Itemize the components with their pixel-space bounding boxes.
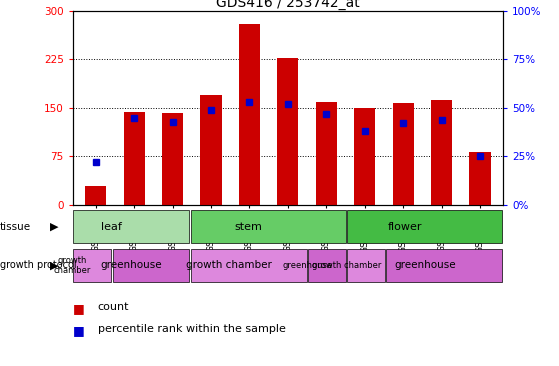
Bar	[191, 210, 346, 243]
Bar	[124, 112, 145, 205]
Bar	[386, 249, 503, 282]
Text: growth chamber: growth chamber	[312, 261, 381, 270]
Text: ▶: ▶	[50, 260, 59, 270]
Text: greenhouse: greenhouse	[282, 261, 333, 270]
Text: flower: flower	[388, 222, 423, 232]
Text: greenhouse: greenhouse	[101, 260, 162, 270]
Text: greenhouse: greenhouse	[394, 260, 456, 270]
Bar	[73, 210, 190, 243]
Bar	[191, 249, 307, 282]
Bar	[239, 24, 260, 205]
Text: ▶: ▶	[50, 222, 59, 232]
Bar	[347, 210, 503, 243]
Bar	[392, 103, 414, 205]
Bar	[354, 108, 375, 205]
Text: growth chamber: growth chamber	[186, 260, 272, 270]
Bar	[431, 100, 452, 205]
Bar	[73, 249, 111, 282]
Text: stem: stem	[235, 222, 263, 232]
Bar	[201, 95, 221, 205]
Text: leaf: leaf	[101, 222, 122, 232]
Text: count: count	[98, 302, 129, 312]
Bar	[162, 113, 183, 205]
Bar	[470, 152, 491, 205]
Bar	[85, 186, 106, 205]
Text: ■: ■	[73, 324, 84, 337]
Bar	[277, 57, 299, 205]
Bar	[316, 101, 337, 205]
Bar	[308, 249, 346, 282]
Title: GDS416 / 253742_at: GDS416 / 253742_at	[216, 0, 360, 10]
Bar	[112, 249, 190, 282]
Text: growth protocol: growth protocol	[0, 260, 77, 270]
Text: tissue: tissue	[0, 222, 31, 232]
Text: growth
chamber: growth chamber	[54, 255, 91, 275]
Text: percentile rank within the sample: percentile rank within the sample	[98, 324, 286, 334]
Bar	[347, 249, 385, 282]
Text: ■: ■	[73, 302, 84, 315]
